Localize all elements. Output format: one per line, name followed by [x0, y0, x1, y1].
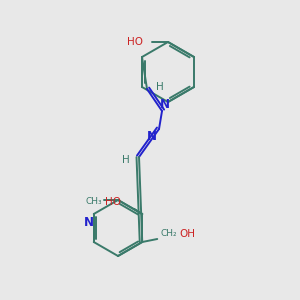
Text: OH: OH	[179, 229, 195, 239]
Text: CH₂: CH₂	[161, 230, 178, 238]
Text: H: H	[156, 82, 164, 92]
Text: CH₃: CH₃	[86, 197, 102, 206]
Text: H: H	[122, 155, 130, 165]
Text: HO: HO	[127, 37, 143, 47]
Text: HO: HO	[105, 197, 121, 207]
Text: N: N	[160, 98, 170, 112]
Text: N: N	[84, 217, 94, 230]
Text: N: N	[147, 130, 157, 142]
